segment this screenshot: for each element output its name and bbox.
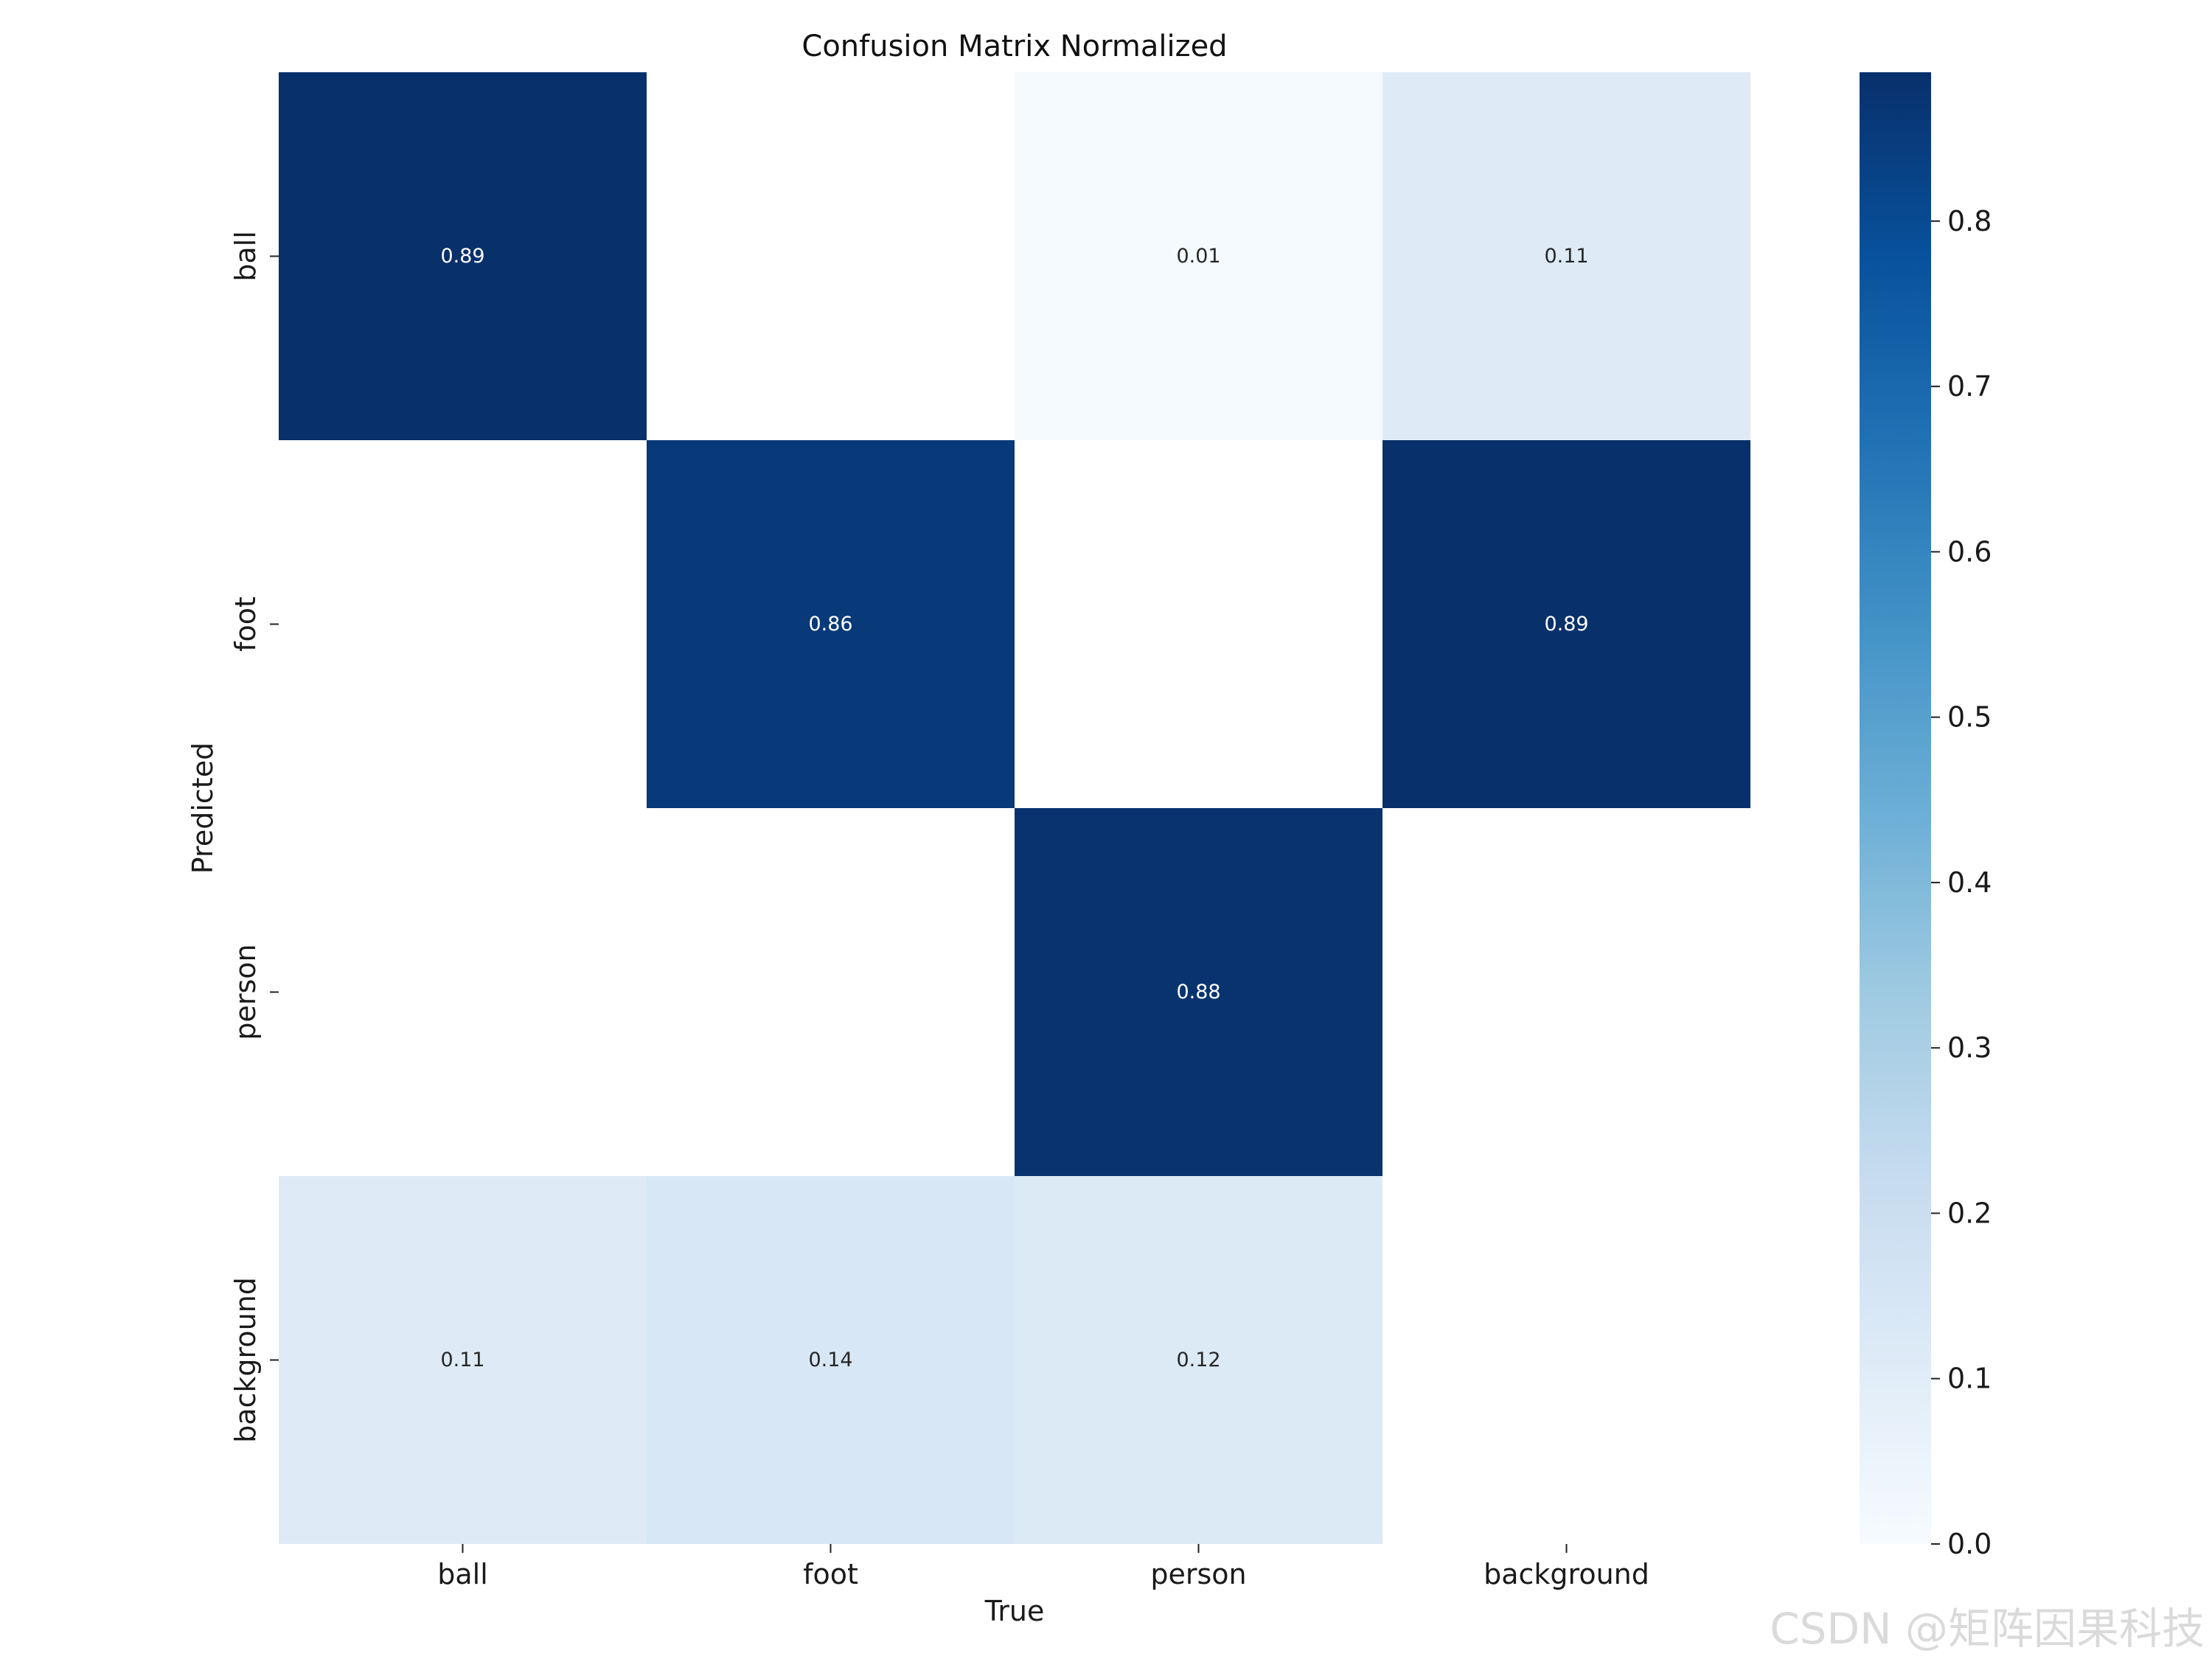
colorbar-tick-label: 0.5 bbox=[1947, 701, 1992, 734]
heatmap-cell bbox=[1015, 72, 1382, 440]
y-tick-label: ball bbox=[229, 231, 262, 282]
y-axis-label: Predicted bbox=[187, 742, 219, 874]
cell-value-label: 0.01 bbox=[1176, 245, 1220, 268]
x-tick-label: ball bbox=[437, 1558, 488, 1590]
cell-value-label: 0.11 bbox=[440, 1349, 484, 1371]
cell-value-label: 0.86 bbox=[808, 613, 852, 636]
colorbar-tick-label: 0.1 bbox=[1947, 1363, 1992, 1395]
x-axis-label: True bbox=[984, 1595, 1045, 1627]
y-tick-label: person bbox=[229, 944, 262, 1040]
heatmap-cell bbox=[647, 440, 1015, 808]
colorbar-tick-label: 0.0 bbox=[1947, 1528, 1992, 1560]
cell-value-label: 0.11 bbox=[1544, 245, 1588, 268]
colorbar-tick-label: 0.7 bbox=[1947, 370, 1992, 403]
heatmap-cell bbox=[279, 72, 647, 440]
colorbar-tick-label: 0.6 bbox=[1947, 535, 1992, 568]
y-tick-label: foot bbox=[229, 597, 262, 652]
x-axis-ticks: ball foot person background bbox=[437, 1544, 1649, 1590]
heatmap-cell bbox=[279, 1176, 647, 1544]
colorbar bbox=[1860, 72, 1931, 1544]
heatmap-cells: 0.89 0.01 0.11 0.86 0.89 0.88 0.11 0.14 0.12 bbox=[279, 72, 1750, 1544]
colorbar-tick-label: 0.3 bbox=[1947, 1032, 1992, 1064]
y-tick-label: background bbox=[229, 1277, 262, 1443]
colorbar-tick-label: 0.2 bbox=[1947, 1197, 1992, 1229]
x-tick-label: background bbox=[1484, 1558, 1649, 1590]
x-tick-label: foot bbox=[803, 1558, 858, 1590]
cell-value-label: 0.88 bbox=[1176, 981, 1220, 1004]
colorbar-tick-label: 0.8 bbox=[1947, 205, 1992, 237]
cell-value-label: 0.12 bbox=[1176, 1349, 1220, 1371]
colorbar-ticks: 0.0 0.1 0.2 0.3 0.4 0.5 0.6 0.7 0.8 bbox=[1931, 205, 1992, 1560]
cell-value-label: 0.14 bbox=[808, 1349, 852, 1371]
y-axis-ticks: ball foot person background bbox=[229, 231, 279, 1443]
chart-title: Confusion Matrix Normalized bbox=[801, 29, 1227, 63]
heatmap-cell bbox=[1015, 1176, 1382, 1544]
heatmap-cell bbox=[1015, 808, 1382, 1176]
colorbar-tick-label: 0.4 bbox=[1947, 866, 1992, 899]
cell-value-label: 0.89 bbox=[1544, 613, 1588, 636]
heatmap-cell bbox=[1382, 72, 1750, 440]
cell-value-label: 0.89 bbox=[440, 245, 484, 268]
watermark: CSDN @矩阵因果科技 bbox=[1770, 1604, 2205, 1654]
heatmap-cell bbox=[647, 1176, 1015, 1544]
heatmap-cell bbox=[1382, 440, 1750, 808]
x-tick-label: person bbox=[1150, 1558, 1246, 1590]
